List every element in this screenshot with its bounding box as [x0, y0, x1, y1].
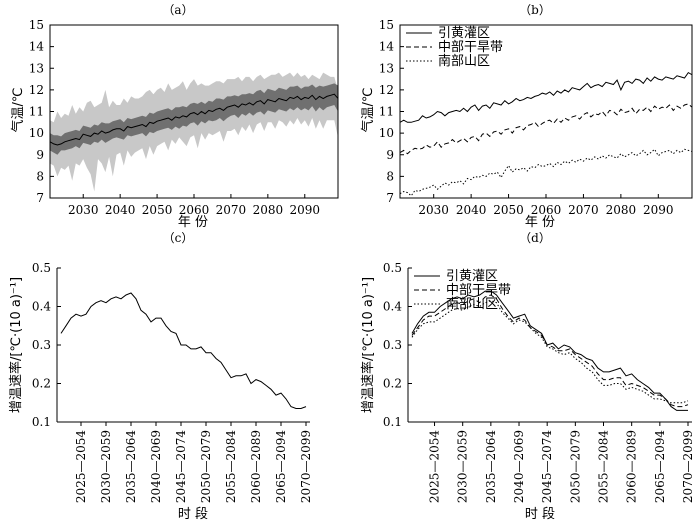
- panel-d-series-line-0: [411, 290, 688, 411]
- panel-a-y-tick-label: 15: [29, 18, 44, 32]
- panel-b-x-axis-title: 年 份: [525, 215, 555, 230]
- panel-c-x-tick-label: 2025—2054: [74, 430, 88, 503]
- panel-b-x-tick-label: 2090: [643, 203, 674, 217]
- panel-c-x-axis-title: 时 段: [178, 507, 208, 522]
- panel-a-y-tick-label: 13: [29, 61, 44, 75]
- panel-b-legend-label: 中部干旱带: [438, 40, 503, 55]
- panel-d-label: （d）: [519, 231, 551, 245]
- panel-d-legend-label: 南部山区: [446, 296, 498, 312]
- panel-b-y-tick-label: 15: [379, 18, 394, 32]
- panel-a-y-tick-label: 11: [29, 105, 44, 119]
- panel-c-y-tick-label: 0.2: [32, 377, 51, 391]
- panel-a-mean-line: [50, 93, 338, 146]
- panel-c-x-tick-label: 2055—2084: [224, 430, 238, 503]
- panel-d-x-tick-label: 2055—2084: [597, 430, 611, 503]
- panel-c-label: （c）: [163, 231, 194, 245]
- panel-c-x-tick-label: 2040—2069: [149, 430, 163, 503]
- panel-d-x-tick-label: 2050—2079: [568, 430, 582, 503]
- panel-b-y-tick-label: 11: [379, 105, 394, 119]
- panel-a-y-tick-label: 12: [29, 83, 44, 97]
- panel-d-legend-label: 引黄灌区: [446, 269, 498, 284]
- panel-d-y-tick-label: 0.3: [383, 338, 402, 352]
- panel-b-x-tick-label: 2060: [531, 203, 562, 217]
- panel-c-y-tick-label: 0.1: [32, 415, 51, 429]
- panel-b-x-tick-label: 2050: [493, 203, 524, 217]
- panel-b-x-tick-label: 2080: [606, 203, 637, 217]
- panel-d-x-tick-label: 2030—2059: [456, 430, 470, 503]
- panel-c-x-tick-label: 2070—2099: [299, 430, 313, 503]
- panel-a-y-tick-label: 9: [36, 148, 44, 162]
- panel-b-x-tick-label: 2070: [568, 203, 599, 217]
- panel-d-x-tick-label: 2045—2074: [540, 430, 554, 503]
- panel-a-x-tick-label: 2030: [68, 203, 99, 217]
- panel-d-y-tick-label: 0.4: [383, 300, 402, 314]
- panel-b-y-tick-label: 8: [386, 169, 394, 183]
- panel-a-x-tick-label: 2070: [216, 203, 247, 217]
- panel-d-y-tick-label: 0.1: [383, 415, 402, 429]
- panel-c-y-tick-label: 0.3: [32, 338, 51, 352]
- panel-c-y-tick-label: 0.5: [32, 261, 51, 275]
- panel-b-y-tick-label: 12: [379, 83, 394, 97]
- panel-a-x-tick-label: 2090: [289, 203, 320, 217]
- panel-b-x-tick-label: 2040: [456, 203, 487, 217]
- panel-b-series-line-2: [400, 148, 692, 197]
- panel-c-y-tick-label: 0.4: [32, 300, 51, 314]
- panel-b-label: （b）: [519, 3, 551, 17]
- panel-c-x-tick-label: 2030—2059: [99, 430, 113, 503]
- panel-d-x-tick-label: 2040—2069: [512, 430, 526, 503]
- panel-d-x-tick-label: 2035—2064: [484, 430, 498, 503]
- panel-b-y-tick-label: 9: [386, 148, 394, 162]
- panel-d-series-line-1: [411, 294, 689, 408]
- panel-d-x-tick-label: 2060—2089: [625, 430, 639, 503]
- panel-b-y-tick-label: 13: [379, 61, 394, 75]
- panel-c-y-axis-title: 增温速率/[℃·(10 a)⁻¹]: [8, 277, 24, 413]
- panel-a-y-tick-label: 7: [36, 191, 44, 205]
- panel-d-x-tick-label: 2025—2054: [428, 430, 442, 503]
- panel-a-x-tick-label: 2050: [142, 203, 173, 217]
- panel-c-x-tick-label: 2050—2079: [199, 430, 213, 503]
- panel-a-inner-range-band: [50, 83, 338, 155]
- panel-a-y-tick-label: 8: [36, 169, 44, 183]
- panel-d-y-axis-title: 增温速率/[℃·(10 a)⁻¹]: [360, 277, 376, 413]
- panel-d-series-line-2: [411, 300, 689, 404]
- panel-c-x-tick-label: 2035—2064: [124, 430, 138, 503]
- panel-b-series-line-0: [400, 71, 692, 123]
- panel-d-x-axis-title: 时 段: [525, 507, 555, 522]
- panel-b-y-tick-label: 7: [386, 191, 394, 205]
- panel-b-legend-label: 南部山区: [438, 53, 490, 69]
- panel-d-y-tick-label: 0.2: [383, 377, 402, 391]
- panel-a-x-axis-title: 年 份: [178, 215, 208, 230]
- panel-d-x-tick-label: 2065—2094: [653, 430, 667, 503]
- panel-b-x-tick-label: 2030: [418, 203, 449, 217]
- panel-a-x-tick-label: 2060: [179, 203, 210, 217]
- panel-d-y-tick-label: 0.5: [383, 261, 402, 275]
- panel-a-y-axis-title: 气温/℃: [10, 88, 26, 133]
- panel-b-y-axis-title: 气温/℃: [360, 88, 376, 133]
- panel-b-y-tick-label: 14: [379, 40, 395, 54]
- panel-a-x-tick-label: 2080: [253, 203, 284, 217]
- panel-c-x-tick-label: 2060—2089: [249, 430, 263, 503]
- panel-b-series-line-1: [400, 103, 692, 155]
- panel-c-x-tick-label: 2065—2094: [274, 430, 288, 503]
- panel-b-y-tick-label: 10: [379, 126, 394, 140]
- panel-c-x-tick-label: 2045—2074: [174, 430, 188, 503]
- panel-a-x-tick-label: 2040: [105, 203, 136, 217]
- panel-a-label: （a）: [162, 3, 193, 17]
- panel-c-series-line-0: [60, 292, 307, 409]
- panel-a-y-tick-label: 14: [29, 40, 45, 54]
- panel-d-x-tick-label: 2070—2099: [681, 430, 695, 503]
- panel-b-legend-label: 引黄灌区: [438, 26, 490, 41]
- panel-d-legend-label: 中部干旱带: [446, 283, 511, 298]
- panel-a-y-tick-label: 10: [29, 126, 44, 140]
